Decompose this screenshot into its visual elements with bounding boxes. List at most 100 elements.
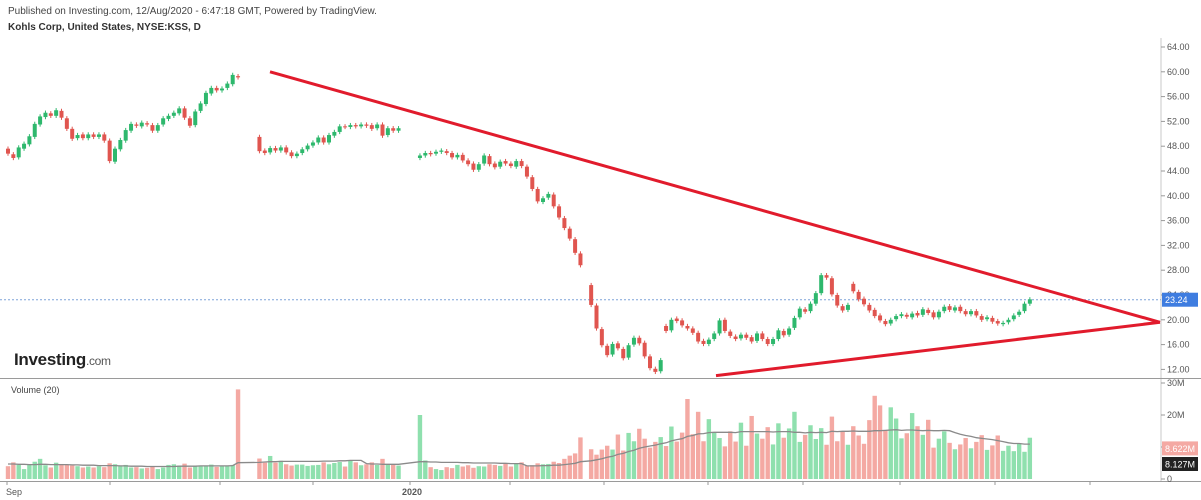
volume-bar — [144, 467, 150, 479]
price-tick-label: 40.00 — [1167, 191, 1190, 201]
volume-bar — [893, 418, 899, 479]
candle-body — [6, 148, 10, 154]
volume-bar — [1022, 451, 1027, 479]
volume-bar — [37, 458, 43, 479]
volume-bar — [166, 464, 171, 479]
volume-bar — [626, 432, 631, 479]
volume-bar — [385, 463, 391, 479]
candle-body — [637, 337, 642, 344]
candle-body — [332, 131, 337, 136]
volume-bar — [70, 465, 75, 479]
volume-bar — [781, 437, 786, 479]
volume-bar — [792, 411, 797, 479]
candle-body — [460, 154, 465, 161]
candle-body — [1006, 319, 1011, 323]
volume-bar — [396, 465, 401, 479]
volume-bar — [262, 462, 267, 479]
candle-body — [385, 128, 390, 136]
volume-bar — [530, 465, 535, 479]
volume-bar — [840, 431, 845, 479]
time-axis: Sep 2020 — [6, 481, 1091, 497]
candle-body — [11, 154, 16, 158]
candle-body — [690, 328, 695, 333]
candle-body — [423, 153, 428, 156]
volume-bar — [75, 466, 80, 479]
candle-body — [594, 305, 599, 329]
candle-body — [214, 87, 219, 91]
candle-body — [578, 253, 583, 266]
candle-body — [492, 163, 497, 168]
volume-bar — [305, 465, 310, 479]
volume-bar — [835, 441, 840, 479]
candle-body — [54, 110, 59, 116]
volume-bar — [476, 466, 481, 479]
candle-body — [867, 304, 872, 311]
candle-body — [455, 154, 460, 158]
candle-body — [503, 161, 508, 164]
volume-bar — [358, 465, 364, 479]
volume-bar — [669, 426, 674, 479]
volume-bar — [374, 464, 380, 479]
candle-body — [969, 311, 973, 315]
candle-body — [278, 147, 283, 151]
price-tick-label: 12.00 — [1167, 364, 1190, 374]
candle-body — [203, 92, 208, 105]
last-price-badge: 23.24 — [1165, 295, 1188, 305]
candle-body — [653, 368, 658, 372]
candle-body — [557, 206, 562, 218]
candle-body — [375, 124, 380, 129]
candle-body — [733, 336, 738, 340]
volume-bar — [556, 463, 562, 479]
volume-bar — [802, 434, 808, 479]
candle-body — [701, 340, 706, 344]
volume-bar — [674, 441, 679, 479]
volume-bar — [931, 447, 936, 479]
candle-body — [305, 145, 310, 150]
volume-bar — [471, 467, 476, 479]
price-tick-label: 60.00 — [1167, 67, 1190, 77]
volume-bar — [546, 463, 551, 479]
volume-bar — [16, 464, 21, 479]
candle-body — [947, 306, 952, 310]
volume-bar — [760, 438, 765, 479]
price-tick-label: 32.00 — [1167, 240, 1190, 250]
volume-bar — [134, 467, 139, 479]
volume-bar — [177, 465, 182, 479]
lower-trendline — [715, 320, 1161, 378]
volume-bar — [658, 437, 663, 479]
candle-body — [91, 134, 96, 137]
volume-bar — [503, 463, 508, 479]
volume-bar — [819, 428, 824, 479]
candle-body — [535, 188, 540, 202]
volume-bar — [594, 454, 599, 479]
volume-bar — [235, 389, 241, 479]
volume-bar — [926, 419, 931, 479]
volume-bar — [535, 463, 540, 479]
candle-body — [642, 342, 647, 357]
volume-bar — [353, 462, 358, 479]
candle-body — [193, 111, 198, 126]
volume-bar — [118, 465, 123, 479]
candle-body — [113, 148, 117, 162]
volume-bar — [786, 428, 792, 479]
candle-body — [230, 74, 235, 85]
volume-bar — [193, 466, 198, 479]
candle-body — [813, 293, 818, 304]
candle-body — [289, 152, 294, 157]
candle-body — [958, 306, 963, 312]
volume-bar — [332, 463, 337, 479]
volume-bar — [86, 466, 91, 479]
candle-body — [145, 123, 150, 125]
price-tick-label: 52.00 — [1167, 116, 1190, 126]
volume-bar — [519, 462, 524, 479]
volume-bar — [824, 444, 829, 479]
candle-body — [862, 298, 866, 305]
candle-body — [434, 151, 438, 154]
volume-bar — [984, 449, 990, 479]
candle-body — [273, 148, 278, 151]
volume-bar — [578, 437, 583, 479]
candle-body — [829, 278, 834, 295]
candle-body — [797, 308, 802, 318]
volume-bar — [936, 438, 942, 479]
